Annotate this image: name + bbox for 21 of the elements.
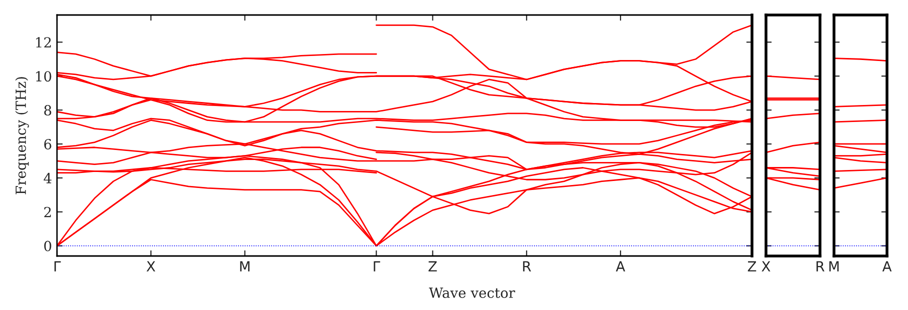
x-tick-label: M <box>240 261 250 272</box>
y-tick-label: 10 <box>36 71 52 82</box>
y-axis-title: Frequency (THz) <box>15 77 29 194</box>
y-tick-label: 0 <box>44 240 52 252</box>
x-tick-label: A <box>616 261 626 272</box>
y-tick-label: 6 <box>44 138 52 150</box>
y-tick-label: 4 <box>44 172 52 184</box>
x-tick-label: R <box>816 261 824 272</box>
x-tick-label: Z <box>428 261 437 272</box>
y-tick-label: 2 <box>44 206 51 218</box>
x-tick-label: M <box>829 261 839 272</box>
x-axis-title: Wave vector <box>428 288 516 298</box>
x-tick-label: Z <box>748 261 756 272</box>
x-tick-label: X <box>762 261 770 272</box>
x-tick-label: Γ <box>374 261 380 272</box>
x-tick-label: R <box>523 261 532 272</box>
y-tick-label: 8 <box>44 105 52 116</box>
x-tick-label: A <box>882 261 892 272</box>
y-tick-label: 12 <box>36 37 51 48</box>
x-tick-label: Γ <box>54 261 61 272</box>
x-tick-label: X <box>146 261 156 272</box>
